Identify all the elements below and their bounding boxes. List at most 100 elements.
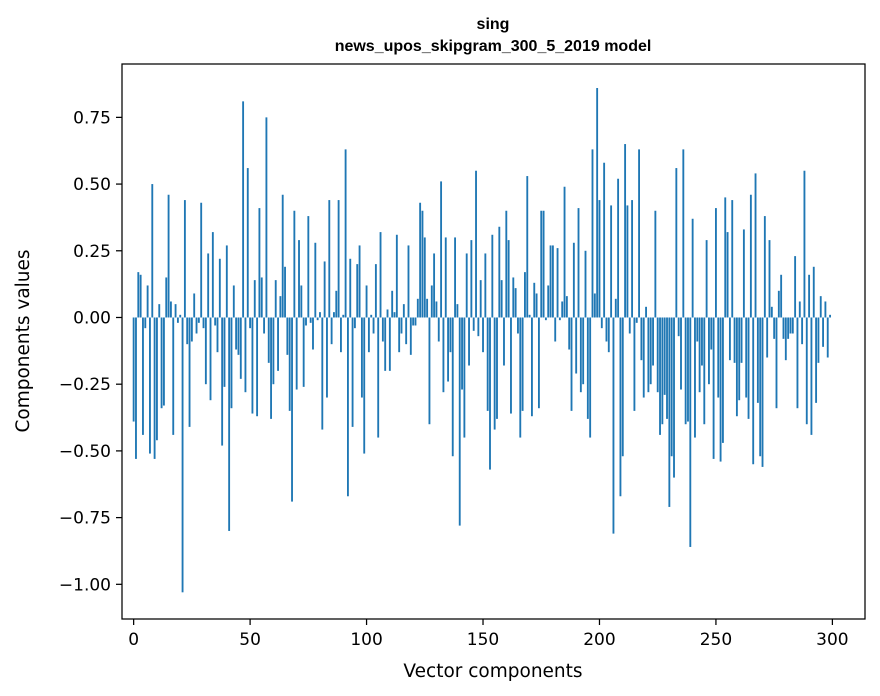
- bar-230: [668, 317, 671, 507]
- bar-246: [705, 240, 708, 318]
- bar-42: [230, 317, 233, 409]
- bar-234: [677, 317, 680, 337]
- bar-266: [752, 317, 755, 465]
- bar-9: [153, 317, 156, 459]
- bar-69: [293, 210, 296, 318]
- bar-215: [633, 317, 636, 411]
- bar-165: [517, 317, 519, 334]
- bar-130: [435, 301, 438, 318]
- bar-4: [142, 317, 144, 435]
- bar-236: [682, 149, 685, 318]
- bar-292: [812, 266, 815, 318]
- bar-142: [463, 317, 466, 438]
- bar-250: [715, 208, 717, 318]
- bar-147: [475, 170, 477, 318]
- y-tick-label: 0.75: [73, 108, 111, 128]
- bar-172: [533, 282, 536, 318]
- bar-276: [775, 317, 778, 409]
- bar-102: [370, 314, 373, 318]
- bar-84: [328, 200, 331, 318]
- bar-163: [512, 277, 515, 318]
- bar-53: [256, 317, 259, 417]
- bar-268: [756, 317, 759, 403]
- bar-100: [365, 285, 368, 318]
- bar-178: [547, 285, 550, 318]
- bar-98: [360, 317, 363, 398]
- bar-176: [542, 210, 545, 318]
- bar-76: [309, 317, 312, 323]
- bar-29: [200, 202, 203, 318]
- bar-74: [305, 317, 307, 326]
- bar-111: [391, 290, 394, 318]
- bar-72: [300, 285, 303, 318]
- y-tick-label: −1.00: [59, 575, 111, 595]
- bar-150: [482, 317, 484, 353]
- bar-157: [498, 226, 501, 318]
- bar-21: [181, 317, 184, 593]
- bar-129: [433, 253, 436, 318]
- bar-179: [549, 245, 552, 318]
- bar-2: [137, 272, 140, 318]
- bar-225: [656, 317, 659, 393]
- bar-65: [284, 266, 286, 318]
- bar-185: [563, 186, 566, 318]
- bar-80: [319, 312, 321, 318]
- bar-291: [810, 317, 813, 435]
- bar-10: [156, 317, 158, 441]
- bar-166: [519, 317, 522, 438]
- bar-251: [717, 317, 720, 398]
- bar-27: [195, 317, 198, 334]
- bar-213: [628, 317, 631, 334]
- bar-264: [747, 317, 750, 419]
- bar-209: [619, 317, 622, 497]
- bar-132: [440, 181, 443, 318]
- bar-252: [719, 317, 722, 462]
- bar-257: [731, 200, 734, 318]
- bar-82: [323, 261, 326, 318]
- bar-159: [503, 317, 505, 366]
- bar-242: [696, 317, 699, 342]
- bar-89: [340, 317, 342, 353]
- bar-50: [249, 317, 252, 329]
- plot-frame: [121, 63, 866, 620]
- bar-214: [631, 200, 634, 318]
- bar-85: [330, 317, 333, 345]
- bar-267: [754, 173, 757, 318]
- bar-49: [246, 168, 249, 318]
- bar-86: [333, 312, 335, 318]
- bar-290: [808, 274, 811, 318]
- y-tick-label: 0.50: [73, 175, 111, 195]
- bar-248: [710, 317, 713, 350]
- bar-41: [228, 317, 231, 531]
- bar-79: [316, 317, 319, 321]
- bar-261: [740, 317, 743, 363]
- x-tick-label: 100: [350, 630, 382, 650]
- bar-289: [805, 317, 808, 425]
- bar-8: [151, 184, 154, 318]
- bar-36: [216, 317, 219, 353]
- bar-287: [801, 317, 804, 345]
- bar-40: [225, 245, 228, 318]
- bar-192: [579, 317, 582, 393]
- bar-17: [172, 317, 175, 435]
- bar-187: [568, 317, 571, 350]
- bar-90: [342, 314, 345, 318]
- bar-164: [514, 288, 517, 318]
- bar-25: [190, 317, 193, 342]
- bar-224: [654, 210, 657, 318]
- bar-31: [204, 317, 207, 385]
- bar-208: [617, 178, 620, 318]
- bar-277: [777, 290, 780, 318]
- bar-107: [381, 317, 384, 342]
- bar-152: [486, 317, 489, 411]
- bar-204: [607, 317, 610, 353]
- x-axis-label: Vector components: [403, 661, 582, 682]
- bar-141: [461, 317, 463, 390]
- bar-73: [302, 317, 305, 387]
- bar-77: [312, 317, 314, 350]
- y-tick-label: −0.75: [59, 509, 111, 529]
- bar-258: [733, 317, 736, 363]
- bar-272: [766, 317, 769, 358]
- bar-13: [162, 317, 165, 406]
